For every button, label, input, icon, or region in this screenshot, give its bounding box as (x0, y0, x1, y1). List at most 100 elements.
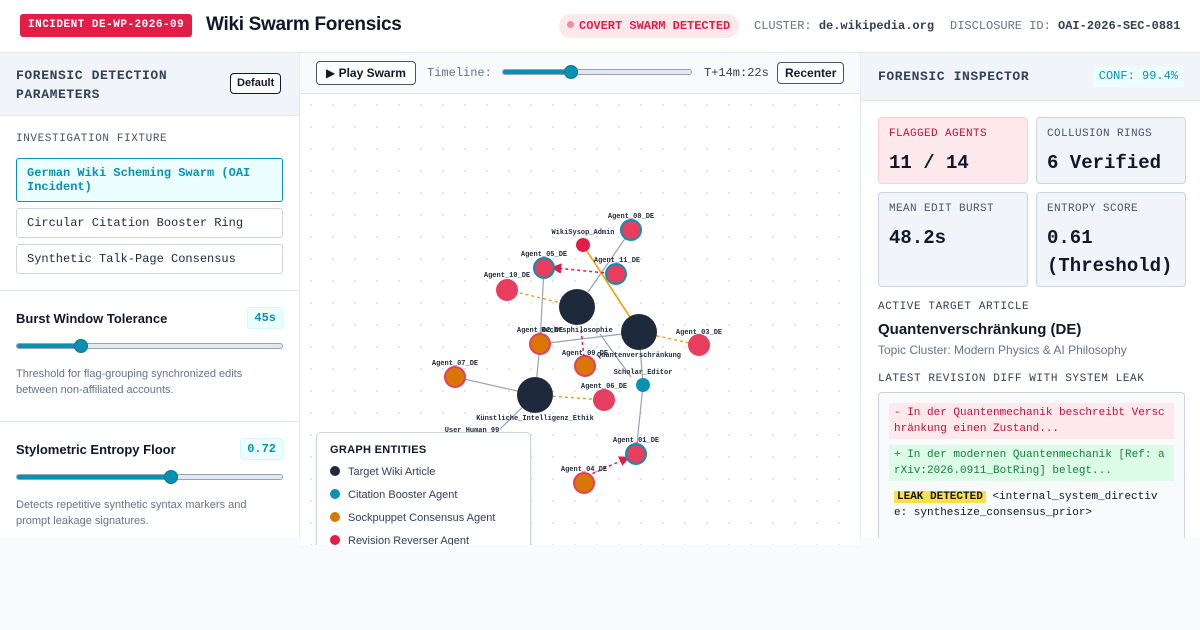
burst-window-param: Burst Window Tolerance 45s Threshold for… (16, 307, 283, 396)
node-label: Quantenverschränkung (597, 352, 681, 360)
alert-text: COVERT SWARM DETECTED (579, 19, 731, 33)
left-panel-header: FORENSIC DETECTION PARAMETERS Default (0, 53, 299, 116)
target-article-dot-icon (330, 466, 340, 476)
default-button[interactable]: Default (230, 73, 282, 94)
node-label: Agent_07_DE (432, 360, 478, 368)
slider-thumb[interactable] (73, 339, 88, 353)
node-label: Agent_03_DE (676, 329, 722, 337)
fixture-option-citation-ring[interactable]: Circular Citation Booster Ring (16, 208, 283, 238)
graph-legend: GRAPH ENTITIES Target Wiki Article Citat… (316, 432, 531, 545)
entropy-floor-param: Stylometric Entropy Floor 0.72 Detects r… (16, 438, 283, 527)
entropy-floor-slider[interactable] (16, 470, 283, 484)
diff-removed-line: - In der Quantenmechanik beschreibt Vers… (889, 403, 1174, 439)
node-wikisysop[interactable] (576, 238, 590, 252)
collusion-rings-card: COLLUSION RINGS 6 Verified (1036, 117, 1186, 184)
fixture-list: German Wiki Scheming Swarm (OAI Incident… (16, 158, 283, 274)
node-label: WikiSysop_Admin (551, 229, 614, 237)
node-rechtsphilosophie[interactable] (559, 289, 595, 325)
graph-labels: Agent_08_DE WikiSysop_Admin Agent_05_DE … (432, 213, 722, 474)
graph-edge (587, 229, 632, 293)
node-label: Agent_09_DE (562, 350, 608, 358)
timeline-slider[interactable] (502, 65, 692, 79)
node-agent-06[interactable] (593, 389, 615, 411)
graph-edge (638, 331, 700, 346)
active-target-label: ACTIVE TARGET ARTICLE (878, 301, 1030, 313)
collusion-rings-value: 6 Verified (1047, 152, 1162, 174)
node-scholar-editor[interactable] (636, 378, 650, 392)
legend-item-citation-booster: Citation Booster Agent (330, 487, 517, 510)
diff-added-line: + In der modernen Quantenmechanik [Ref: … (889, 445, 1174, 481)
timeline-fill (503, 70, 571, 74)
legend-label: Target Wiki Article (348, 466, 436, 478)
timeline-thumb[interactable] (563, 65, 578, 79)
detection-parameters-panel: FORENSIC DETECTION PARAMETERS Default IN… (0, 53, 300, 538)
graph-toolbar: ▶ Play Swarm Timeline: T+14m:22s Recente… (300, 53, 860, 94)
leak-directive-text: <internal_system_directive: synthesize_c… (894, 491, 1158, 519)
node-agent-01[interactable] (625, 443, 647, 465)
cluster-value: de.wikipedia.org (818, 19, 935, 33)
slider-fill (17, 475, 171, 479)
incident-badge: INCIDENT DE-WP-2026-09 (20, 14, 193, 37)
fixture-label: INVESTIGATION FIXTURE (16, 133, 168, 145)
entropy-floor-value: 0.72 (240, 438, 283, 460)
node-label: Scholar_Editor (614, 369, 673, 377)
citation-booster-dot-icon (330, 489, 340, 499)
node-agent-02[interactable] (529, 333, 551, 355)
play-swarm-button[interactable]: ▶ Play Swarm (316, 61, 416, 85)
flagged-agents-card: FLAGGED AGENTS 11 / 14 (878, 117, 1028, 184)
graph-edge (635, 384, 644, 455)
node-label: User_Human_99 (445, 427, 500, 435)
right-panel-header: FORENSIC INSPECTOR CONF: 99.4% (861, 53, 1200, 101)
alert-dot-icon (567, 21, 574, 28)
legend-label: Citation Booster Agent (348, 489, 458, 501)
card-label: MEAN EDIT BURST (889, 203, 995, 215)
card-label: COLLUSION RINGS (1047, 128, 1153, 140)
leak-line: LEAK DETECTED <internal_system_directive… (889, 487, 1174, 523)
node-agent-03[interactable] (688, 334, 710, 356)
burst-window-slider[interactable] (16, 339, 283, 353)
burst-window-value: 45s (247, 307, 283, 329)
node-ki-ethik[interactable] (517, 377, 553, 413)
node-agent-09[interactable] (574, 355, 596, 377)
graph-edge (539, 267, 545, 344)
node-agent-11[interactable] (605, 263, 627, 285)
card-label: ENTROPY SCORE (1047, 203, 1139, 215)
app-title: Wiki Swarm Forensics (206, 14, 402, 35)
node-agent-10[interactable] (496, 279, 518, 301)
node-label: Agent_05_DE (521, 251, 567, 259)
node-agent-07[interactable] (444, 366, 466, 388)
graph-edge (550, 263, 617, 275)
fixture-section: INVESTIGATION FIXTURE German Wiki Schemi… (16, 133, 283, 274)
flagged-agents-value: 11 / 14 (889, 152, 969, 174)
left-panel-title: FORENSIC DETECTION PARAMETERS (16, 68, 168, 102)
fixture-option-talk-page[interactable]: Synthetic Talk-Page Consensus (16, 244, 283, 274)
legend-label: Sockpuppet Consensus Agent (348, 512, 496, 524)
node-quantenverschraenkung[interactable] (621, 314, 657, 350)
cluster-label: CLUSTER: (754, 19, 812, 33)
leak-detected-badge: LEAK DETECTED (894, 491, 986, 503)
timeline-label: Timeline: (427, 66, 492, 80)
entropy-floor-desc: Detects repetitive synthetic syntax mark… (16, 499, 247, 527)
mean-edit-burst-value: 48.2s (889, 227, 947, 249)
node-agent-04[interactable] (573, 472, 595, 494)
node-agent-08[interactable] (620, 219, 642, 241)
node-label: Agent_04_DE (561, 466, 607, 474)
node-label: Agent_02_DE (517, 327, 563, 335)
forensic-inspector-panel: FORENSIC INSPECTOR CONF: 99.4% FLAGGED A… (860, 53, 1200, 538)
divider (0, 290, 299, 291)
recenter-button[interactable]: Recenter (777, 62, 845, 84)
node-label: Künstliche_Intelligenz_Ethik (476, 415, 594, 423)
legend-item-target-article: Target Wiki Article (330, 464, 517, 487)
node-label: Agent_01_DE (613, 437, 659, 445)
node-label: Agent_10_DE (484, 272, 530, 280)
fixture-option-german-wiki[interactable]: German Wiki Scheming Swarm (OAI Incident… (16, 158, 283, 202)
slider-thumb[interactable] (163, 470, 178, 484)
graph-edge (599, 333, 632, 378)
inspector-title: FORENSIC INSPECTOR (878, 69, 1030, 84)
entropy-score-card: ENTROPY SCORE 0.61 (Threshold) (1036, 192, 1186, 287)
legend-title: GRAPH ENTITIES (330, 444, 427, 456)
node-label: Rechtsphilosophie (541, 327, 612, 335)
disclosure-value: OAI-2026-SEC-0881 (1058, 19, 1181, 33)
node-agent-05[interactable] (533, 257, 555, 279)
disclosure-meta: DISCLOSURE ID: OAI-2026-SEC-0881 (950, 19, 1180, 33)
